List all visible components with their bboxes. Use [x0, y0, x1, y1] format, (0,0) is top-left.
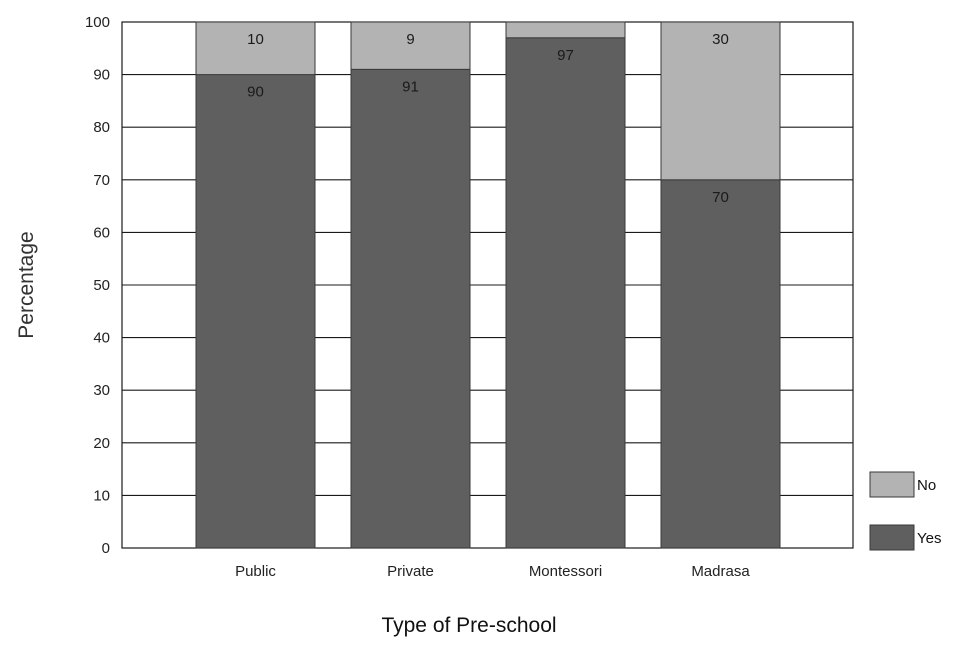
bar-no-public [195, 21, 316, 76]
data-label-no: 30 [712, 31, 729, 48]
data-labels: 90 10 91 9 97 70 30 [247, 31, 729, 206]
x-tick-label: Private [387, 563, 434, 580]
x-tick-label: Public [235, 563, 276, 580]
data-label-no: 9 [406, 31, 414, 48]
y-axis-ticks: 0 10 20 30 40 50 60 70 80 90 100 [85, 14, 110, 557]
data-label-yes: 70 [712, 189, 729, 206]
y-tick-label: 20 [93, 435, 110, 452]
y-tick-label: 10 [93, 487, 110, 504]
legend-label-yes: Yes [917, 530, 941, 547]
bar-no-madrasa [660, 21, 781, 181]
x-tick-label: Madrasa [691, 563, 750, 580]
legend: No Yes [869, 471, 941, 551]
data-label-yes: 97 [557, 47, 574, 64]
y-tick-label: 50 [93, 277, 110, 294]
data-label-no: 10 [247, 31, 264, 48]
legend-swatch-no [869, 471, 915, 498]
bar-no-private [350, 21, 471, 70]
y-tick-label: 90 [93, 67, 110, 84]
bar-no-montessori [505, 21, 626, 39]
y-tick-label: 70 [93, 172, 110, 189]
x-tick-label: Montessori [529, 563, 602, 580]
data-label-yes: 90 [247, 84, 264, 101]
y-tick-label: 60 [93, 224, 110, 241]
data-label-yes: 91 [402, 78, 419, 95]
y-tick-label: 0 [102, 540, 110, 557]
bar-yes-montessori [505, 37, 626, 549]
bar-yes-public [195, 74, 316, 549]
x-axis-ticks: Public Private Montessori Madrasa [235, 563, 750, 580]
y-tick-label: 40 [93, 330, 110, 347]
x-axis-label: Type of Pre-school [381, 614, 556, 637]
bar-yes-madrasa [660, 179, 781, 549]
legend-swatch-yes [869, 524, 915, 551]
bar-yes-private [350, 68, 471, 549]
y-tick-label: 30 [93, 382, 110, 399]
bars [195, 21, 781, 549]
y-axis-label: Percentage [15, 231, 38, 338]
y-tick-label: 80 [93, 119, 110, 136]
legend-label-no: No [917, 477, 936, 494]
y-tick-label: 100 [85, 14, 110, 31]
